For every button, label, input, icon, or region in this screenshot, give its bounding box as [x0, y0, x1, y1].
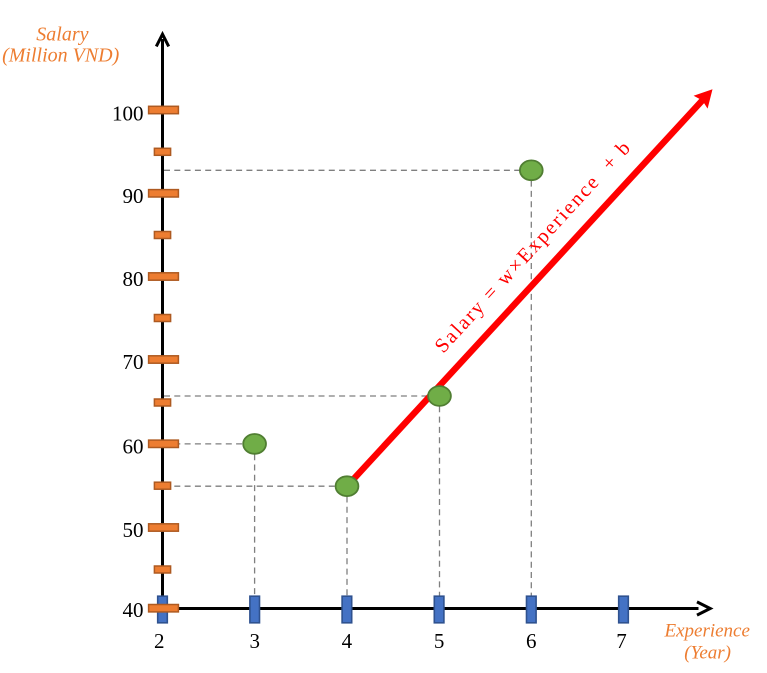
svg-text:50: 50 — [123, 518, 144, 542]
svg-text:7: 7 — [616, 629, 627, 653]
svg-text:4: 4 — [342, 629, 353, 653]
svg-text:60: 60 — [123, 434, 144, 458]
svg-text:Experience: Experience — [663, 620, 749, 641]
svg-text:2: 2 — [154, 629, 165, 653]
svg-text:3: 3 — [249, 629, 260, 653]
svg-text:100: 100 — [112, 101, 144, 125]
svg-text:(Year): (Year) — [684, 642, 731, 663]
svg-text:90: 90 — [123, 184, 144, 208]
svg-text:5: 5 — [434, 629, 445, 653]
svg-text:Salary: Salary — [36, 24, 88, 46]
svg-text:70: 70 — [123, 350, 144, 374]
svg-text:(Million VND): (Million VND) — [2, 45, 120, 67]
svg-text:40: 40 — [123, 598, 144, 622]
svg-text:6: 6 — [526, 629, 537, 653]
svg-text:80: 80 — [123, 267, 144, 291]
